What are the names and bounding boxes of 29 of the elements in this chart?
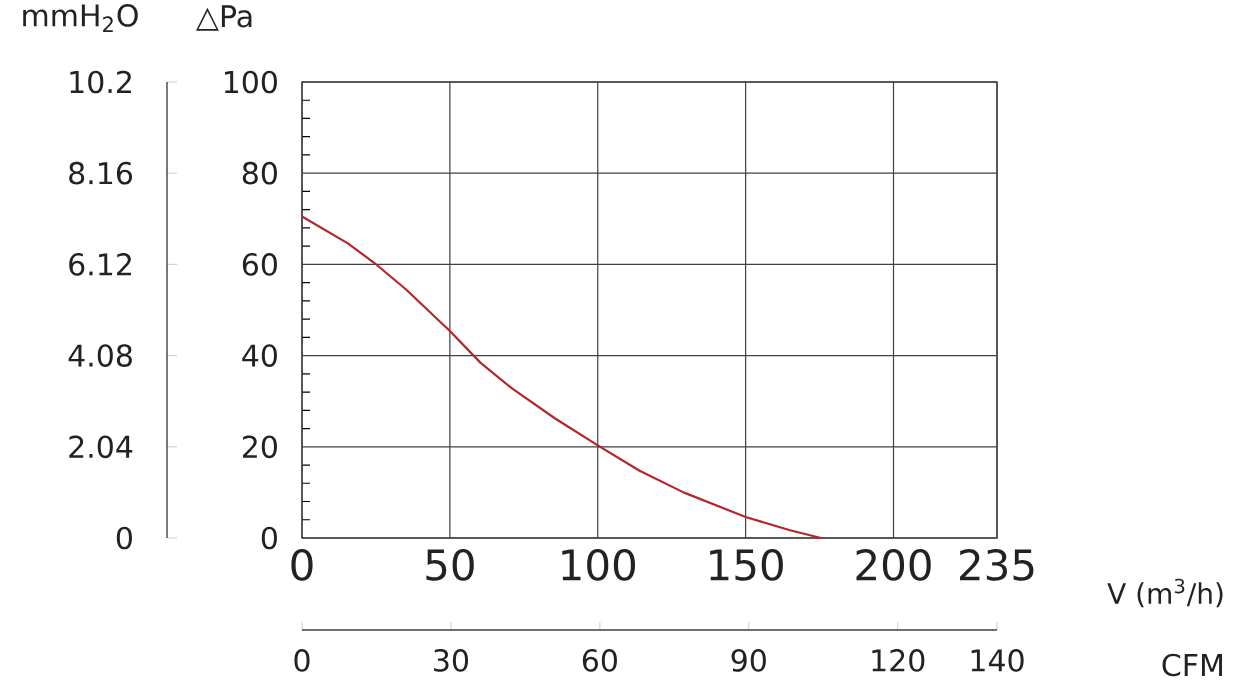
y-axis-title: △Pa [196,5,252,31]
x-tick-label: 50 [426,549,474,581]
x-axis-title: V (m$^{3}$/h) [1107,578,1223,608]
x-tick-label: 100 [562,549,636,581]
x2-tick-label: 60 [582,649,617,672]
y2-tick-label: 4.08 [68,344,132,367]
x-tick-label: 0 [291,549,313,581]
x2-tick-label: 30 [434,649,469,672]
x-tick-label: 235 [960,549,1034,581]
y2-tick-label: 10.2 [70,70,131,94]
y2-tick-label: 8.16 [69,161,133,185]
x2-tick-label: 140 [971,649,1024,672]
line-series [300,215,823,540]
x2-tick-label: 120 [872,649,925,672]
y2-axis-title: mmH$_{2}$O [23,4,138,32]
y-tick-label: 60 [242,253,277,276]
x2-tick-label: 0 [294,649,310,672]
y2-tick-label: 6.12 [69,253,131,276]
y2-tick-label: 0 [116,526,132,550]
y-tick-label: 20 [242,435,277,459]
x2-axis-title: CFM [1162,653,1222,677]
x-tick-label: 200 [856,549,931,581]
y-tick-label: 100 [224,70,277,94]
x2-tick-label: 90 [731,649,766,672]
x-tick-label: 150 [710,549,783,581]
y-tick-label: 40 [242,344,277,367]
y2-tick-label: 2.04 [69,435,133,459]
y-tick-label: 0 [261,526,277,550]
y-tick-label: 80 [242,161,277,185]
